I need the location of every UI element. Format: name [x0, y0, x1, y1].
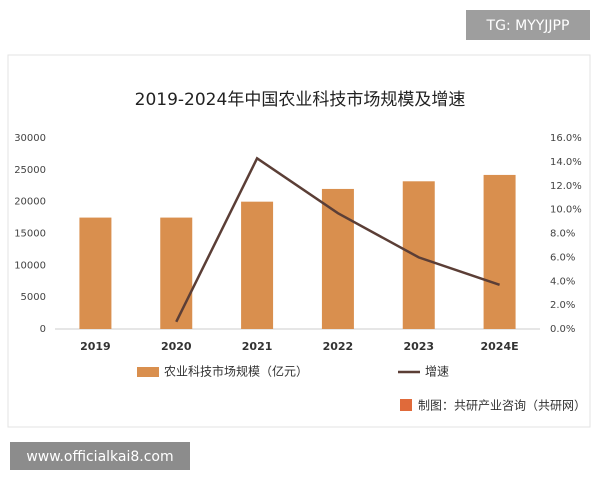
x-tick-label: 2020 — [161, 340, 192, 353]
line — [175, 156, 500, 323]
watermark-box — [466, 10, 590, 40]
y2-tick-label: 10.0% — [550, 205, 582, 216]
source: 制图：共研产业咨询（共研网） — [418, 398, 586, 413]
y2-tick-label: 8.0% — [550, 229, 575, 240]
bar — [160, 217, 193, 329]
y2-tick-label: 0.0% — [550, 324, 575, 335]
watermark-box — [10, 442, 190, 470]
watermark: TG: MYYJJPP — [486, 18, 570, 34]
y-tick-label: 15000 — [14, 229, 46, 240]
legend-label: 增速 — [425, 365, 449, 379]
source-icon — [400, 399, 412, 411]
y2-tick-label: 6.0% — [550, 252, 575, 263]
bar — [79, 217, 112, 329]
y-tick-label: 30000 — [14, 133, 46, 144]
x-tick-label: 2023 — [403, 340, 434, 353]
x-tick-label: 2021 — [242, 340, 273, 353]
y2-tick-label: 4.0% — [550, 276, 575, 287]
y-tick-label: 25000 — [14, 165, 46, 176]
legend-swatch — [137, 367, 159, 377]
bar — [402, 181, 435, 329]
y2-tick-label: 12.0% — [550, 181, 582, 192]
bar — [483, 174, 516, 329]
bar — [321, 188, 354, 329]
x-tick-label: 2019 — [80, 340, 111, 353]
watermark: www.officialkai8.com — [26, 449, 173, 465]
y-tick-label: 5000 — [21, 292, 46, 303]
y2-tick-label: 16.0% — [550, 133, 582, 144]
y-tick-label: 20000 — [14, 197, 46, 208]
x-tick-label: 2024E — [481, 340, 519, 353]
y-tick-label: 0 — [40, 324, 46, 335]
y2-tick-label: 2.0% — [550, 300, 575, 311]
legend-label: 农业科技市场规模（亿元） — [164, 364, 308, 379]
y2-tick-label: 14.0% — [550, 157, 582, 168]
y-tick-label: 10000 — [14, 260, 46, 271]
bar — [241, 201, 274, 329]
chart-title: 2019-2024年中国农业科技市场规模及增速 — [135, 90, 466, 110]
x-tick-label: 2022 — [323, 340, 354, 353]
